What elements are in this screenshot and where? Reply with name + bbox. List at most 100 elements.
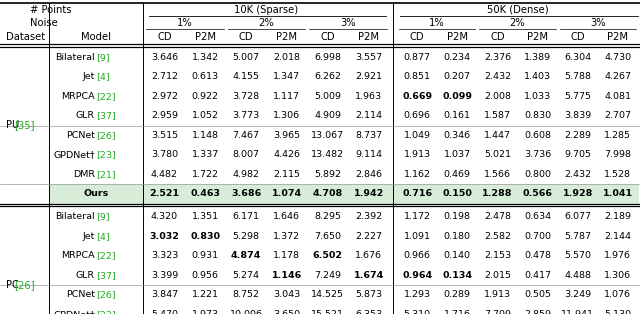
Text: 13.067: 13.067 (311, 131, 344, 140)
Text: 6.077: 6.077 (564, 212, 591, 221)
Text: 2.392: 2.392 (355, 212, 382, 221)
Text: Jet: Jet (83, 232, 95, 241)
Text: 1.076: 1.076 (604, 290, 632, 299)
Text: 1.162: 1.162 (404, 170, 431, 179)
Text: 8.007: 8.007 (232, 150, 260, 159)
Text: 9.705: 9.705 (564, 150, 591, 159)
Text: P2M: P2M (195, 32, 216, 42)
Text: 2.289: 2.289 (564, 131, 591, 140)
Text: 6.502: 6.502 (313, 251, 343, 260)
Text: 5.007: 5.007 (232, 53, 260, 62)
Text: 1.963: 1.963 (355, 92, 382, 101)
Text: 1.566: 1.566 (484, 170, 511, 179)
Text: Bilateral: Bilateral (56, 212, 95, 221)
Text: 1.676: 1.676 (355, 251, 382, 260)
Text: 5.892: 5.892 (314, 170, 341, 179)
Text: 3.773: 3.773 (232, 111, 260, 120)
Text: 8.752: 8.752 (232, 290, 260, 299)
Text: [26]: [26] (96, 290, 116, 299)
Text: 0.469: 0.469 (444, 170, 471, 179)
Text: 5.009: 5.009 (314, 92, 341, 101)
Text: CD: CD (321, 32, 335, 42)
Text: 0.696: 0.696 (404, 111, 431, 120)
Text: 2.921: 2.921 (355, 72, 382, 81)
Text: 1.674: 1.674 (353, 271, 384, 280)
Text: 3.686: 3.686 (231, 189, 261, 198)
Text: 1.403: 1.403 (524, 72, 551, 81)
Text: 1.041: 1.041 (603, 189, 633, 198)
Text: 3.249: 3.249 (564, 290, 591, 299)
Text: 4.320: 4.320 (151, 212, 178, 221)
Text: CD: CD (570, 32, 585, 42)
Text: 0.830: 0.830 (190, 232, 220, 241)
Text: 1.913: 1.913 (484, 290, 511, 299)
Text: [26]: [26] (96, 131, 116, 140)
Text: 6.998: 6.998 (314, 53, 341, 62)
Text: 2.959: 2.959 (151, 111, 178, 120)
Text: 3.780: 3.780 (151, 150, 178, 159)
Text: [22]: [22] (96, 92, 116, 101)
Text: 1.913: 1.913 (404, 150, 431, 159)
Text: 2.432: 2.432 (564, 170, 591, 179)
Text: [21]: [21] (96, 170, 116, 179)
Text: 1.306: 1.306 (273, 111, 300, 120)
Text: PU: PU (6, 121, 19, 131)
Text: 2.189: 2.189 (604, 212, 632, 221)
Text: MRPCA: MRPCA (61, 251, 95, 260)
Text: 1.528: 1.528 (604, 170, 632, 179)
Text: P2M: P2M (358, 32, 379, 42)
Text: 7.709: 7.709 (484, 310, 511, 314)
Text: [26]: [26] (15, 280, 35, 290)
Text: 1.172: 1.172 (404, 212, 431, 221)
Text: 15.521: 15.521 (311, 310, 344, 314)
Text: 4.081: 4.081 (604, 92, 632, 101)
Text: 2.582: 2.582 (484, 232, 511, 241)
Text: Dataset: Dataset (6, 32, 45, 42)
Text: 4.155: 4.155 (232, 72, 260, 81)
Text: 1.146: 1.146 (272, 271, 302, 280)
Text: 1%: 1% (429, 19, 445, 29)
Text: Ours: Ours (83, 189, 109, 198)
Text: 0.669: 0.669 (402, 92, 432, 101)
Text: 0.478: 0.478 (524, 251, 551, 260)
Text: 0.964: 0.964 (402, 271, 432, 280)
Text: 13.482: 13.482 (311, 150, 344, 159)
Text: 4.267: 4.267 (604, 72, 632, 81)
Text: 1.928: 1.928 (563, 189, 593, 198)
Text: 3.965: 3.965 (273, 131, 300, 140)
Text: 2.521: 2.521 (149, 189, 179, 198)
Text: 1.052: 1.052 (192, 111, 219, 120)
Text: 2.018: 2.018 (273, 53, 300, 62)
Text: [9]: [9] (96, 53, 109, 62)
Text: 1.942: 1.942 (353, 189, 384, 198)
Text: 1.178: 1.178 (273, 251, 300, 260)
Text: 3.646: 3.646 (151, 53, 178, 62)
Text: PCNet: PCNet (66, 131, 95, 140)
Text: 1.037: 1.037 (444, 150, 471, 159)
Text: 2.115: 2.115 (273, 170, 300, 179)
Text: [4]: [4] (96, 72, 109, 81)
Text: 1.049: 1.049 (404, 131, 431, 140)
Text: 2.712: 2.712 (151, 72, 178, 81)
Text: PC: PC (6, 280, 19, 290)
Text: 8.295: 8.295 (314, 212, 341, 221)
Text: 0.150: 0.150 (442, 189, 472, 198)
Text: 6.304: 6.304 (564, 53, 591, 62)
Text: 3.399: 3.399 (151, 271, 178, 280)
Text: 2.432: 2.432 (484, 72, 511, 81)
Text: 3%: 3% (340, 19, 356, 29)
Text: 10K (Sparse): 10K (Sparse) (234, 5, 299, 15)
Text: CD: CD (490, 32, 505, 42)
Text: 5.274: 5.274 (232, 271, 260, 280)
Text: 1.288: 1.288 (482, 189, 513, 198)
Text: 1.587: 1.587 (484, 111, 511, 120)
Text: 4.874: 4.874 (231, 251, 261, 260)
Text: 5.021: 5.021 (484, 150, 511, 159)
Text: 0.207: 0.207 (444, 72, 471, 81)
Text: [23]: [23] (96, 150, 116, 159)
Text: 2.376: 2.376 (484, 53, 511, 62)
Text: 3.032: 3.032 (150, 232, 179, 241)
Text: 5.873: 5.873 (355, 290, 382, 299)
Text: 6.171: 6.171 (232, 212, 260, 221)
Text: 2%: 2% (509, 19, 525, 29)
